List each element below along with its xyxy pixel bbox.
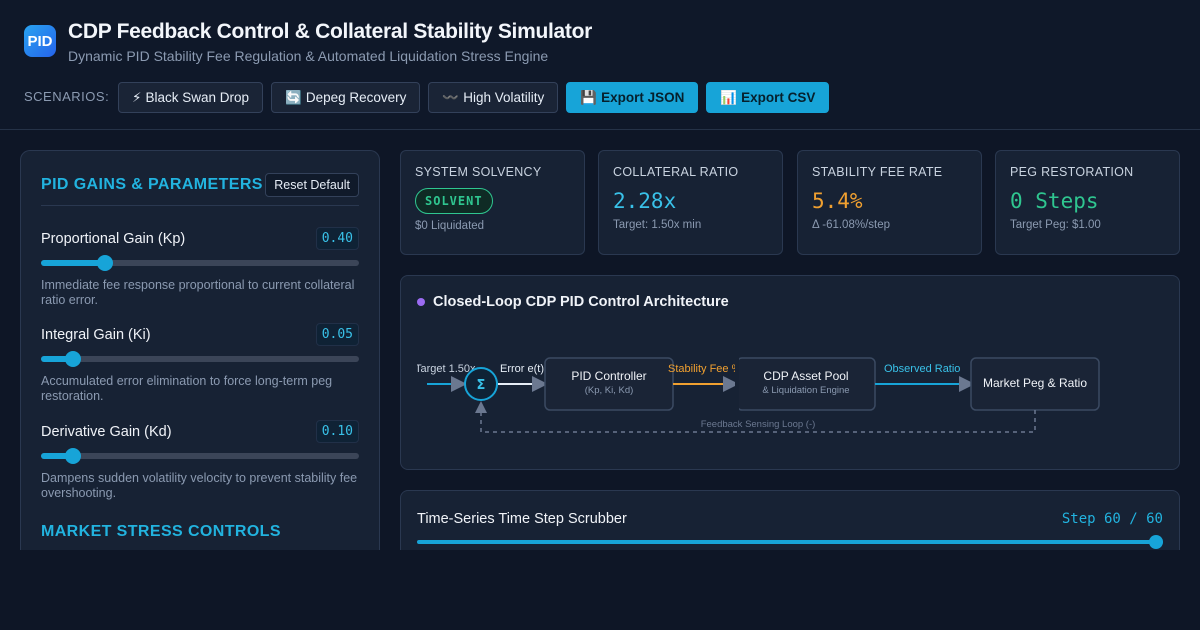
summing-junction	[464, 367, 498, 401]
market-stress-section-title: MARKET STRESS CONTROLS	[41, 523, 281, 540]
control-diagram: Target 1.50x Σ Error e(t) PID Controller…	[401, 356, 1100, 433]
stability-fee-card: STABILITY FEE RATE 5.4% Δ -61.08%/step	[797, 150, 982, 255]
ki-value: 0.05	[315, 323, 359, 346]
kd-label: Derivative Gain (Kd)	[41, 423, 172, 440]
floppy-disk-icon: 💾	[580, 89, 598, 105]
control-architecture-panel: Target 1.50x Σ Error e(t) PID Controller…	[400, 275, 1180, 470]
kd-control: Derivative Gain (Kd) 0.10 Dampens sudden…	[41, 420, 359, 501]
target-label: Target 1.50x	[415, 363, 476, 375]
feedback-label: Feedback Sensing Loop (-)	[701, 419, 816, 430]
ki-slider-fill	[41, 356, 73, 362]
ki-label: Integral Gain (Ki)	[41, 326, 151, 343]
pid-controller-title: PID Controller	[571, 369, 646, 383]
pid-controller-block	[544, 357, 674, 411]
feedback-loop-line	[475, 401, 1036, 433]
fee-sub: Δ -61.08%/step	[812, 219, 891, 231]
app-header: PID CDP Feedback Control & Collateral St…	[0, 0, 1200, 130]
fee-label: STABILITY FEE RATE	[812, 165, 943, 179]
kd-slider[interactable]	[41, 448, 359, 464]
ki-slider-thumb[interactable]	[64, 351, 81, 367]
kp-slider-thumb[interactable]	[96, 255, 113, 271]
cdp-pool-sub: & Liquidation Engine	[762, 385, 849, 396]
button-label: Depeg Recovery	[305, 90, 407, 105]
scrubber-step: Step 60 / 60	[1061, 511, 1163, 527]
export-csv-button[interactable]: 📊 Export CSV	[706, 82, 830, 113]
cdp-pool-title: CDP Asset Pool	[763, 369, 848, 383]
kd-description: Dampens sudden volatility velocity to pr…	[41, 471, 358, 500]
ratio-sub: Target: 1.50x min	[613, 219, 702, 231]
kd-slider-thumb[interactable]	[64, 448, 81, 464]
collateral-ratio-card: COLLATERAL RATIO 2.28x Target: 1.50x min	[598, 150, 783, 255]
kp-slider[interactable]	[41, 255, 359, 271]
ki-control: Integral Gain (Ki) 0.05 Accumulated erro…	[41, 323, 359, 404]
bar-chart-icon: 📊	[720, 89, 738, 105]
sum-symbol: Σ	[477, 378, 486, 393]
export-json-button[interactable]: 💾 Export JSON	[566, 82, 699, 113]
ki-description: Accumulated error elimination to force l…	[41, 374, 333, 403]
solvency-label: SYSTEM SOLVENCY	[415, 165, 542, 179]
kp-slider-fill	[41, 260, 105, 266]
kp-description: Immediate fee response proportional to c…	[41, 278, 355, 307]
diagram-title-text: Closed-Loop CDP PID Control Architecture	[433, 294, 729, 310]
market-peg-title: Market Peg & Ratio	[983, 376, 1087, 390]
solvency-badge: SOLVENT	[415, 188, 493, 214]
button-label: Black Swan Drop	[145, 90, 250, 105]
kd-value: 0.10	[315, 420, 359, 443]
ki-slider[interactable]	[41, 351, 359, 367]
system-solvency-card: SYSTEM SOLVENCY SOLVENT $0 Liquidated	[400, 150, 585, 255]
scenarios-label: SCENARIOS:	[24, 89, 110, 104]
high-volatility-button[interactable]: 〰️ High Volatility	[428, 82, 559, 113]
peg-value: 0 Steps	[1010, 189, 1099, 213]
app-logo: PID	[24, 25, 56, 57]
time-step-scrubber-panel: Time-Series Time Step Scrubber Step 60 /…	[400, 490, 1180, 550]
app-subtitle: Dynamic PID Stability Fee Regulation & A…	[68, 48, 549, 64]
scenario-toolbar: ⚡ Black Swan Drop 🔄 Depeg Recovery 〰️ Hi…	[118, 82, 830, 113]
button-label: Export JSON	[601, 90, 685, 105]
scrubber-title: Time-Series Time Step Scrubber	[417, 511, 627, 527]
kp-control: Proportional Gain (Kp) 0.40 Immediate fe…	[41, 227, 359, 308]
button-label: Export CSV	[741, 90, 816, 105]
parameters-panel: PID GAINS & PARAMETERS Reset Default Pro…	[20, 150, 380, 550]
peg-restoration-card: PEG RESTORATION 0 Steps Target Peg: $1.0…	[995, 150, 1180, 255]
fee-label: Stability Fee %	[668, 363, 742, 375]
button-label: High Volatility	[463, 90, 545, 105]
black-swan-drop-button[interactable]: ⚡ Black Swan Drop	[118, 82, 264, 113]
scrubber-thumb[interactable]	[1149, 535, 1163, 549]
pid-section-title: PID GAINS & PARAMETERS	[41, 176, 263, 193]
status-dot-icon	[417, 298, 425, 306]
wave-icon: 〰️	[442, 89, 460, 105]
peg-sub: Target Peg: $1.00	[1010, 219, 1101, 231]
kd-slider-fill	[41, 453, 73, 459]
ratio-value: 2.28x	[613, 189, 677, 213]
observed-label: Observed Ratio	[884, 363, 960, 375]
kp-label: Proportional Gain (Kp)	[41, 230, 186, 247]
pid-section-header: PID GAINS & PARAMETERS Reset Default	[41, 173, 359, 206]
depeg-recovery-button[interactable]: 🔄 Depeg Recovery	[271, 82, 421, 113]
peg-label: PEG RESTORATION	[1010, 165, 1134, 179]
error-label: Error e(t)	[500, 363, 544, 375]
cdp-pool-block	[736, 357, 876, 411]
ratio-label: COLLATERAL RATIO	[613, 165, 739, 179]
scrubber-track[interactable]	[417, 540, 1163, 544]
reset-default-button[interactable]: Reset Default	[265, 173, 359, 197]
refresh-icon: 🔄	[285, 89, 302, 105]
kp-value: 0.40	[315, 227, 359, 250]
fee-value: 5.4%	[812, 189, 863, 213]
diagram-title: Closed-Loop CDP PID Control Architecture	[417, 294, 729, 310]
app-title: CDP Feedback Control & Collateral Stabil…	[68, 20, 592, 43]
pid-controller-sub: (Kp, Ki, Kd)	[585, 385, 634, 396]
lightning-icon: ⚡	[132, 89, 142, 105]
solvency-sub: $0 Liquidated	[415, 220, 485, 232]
